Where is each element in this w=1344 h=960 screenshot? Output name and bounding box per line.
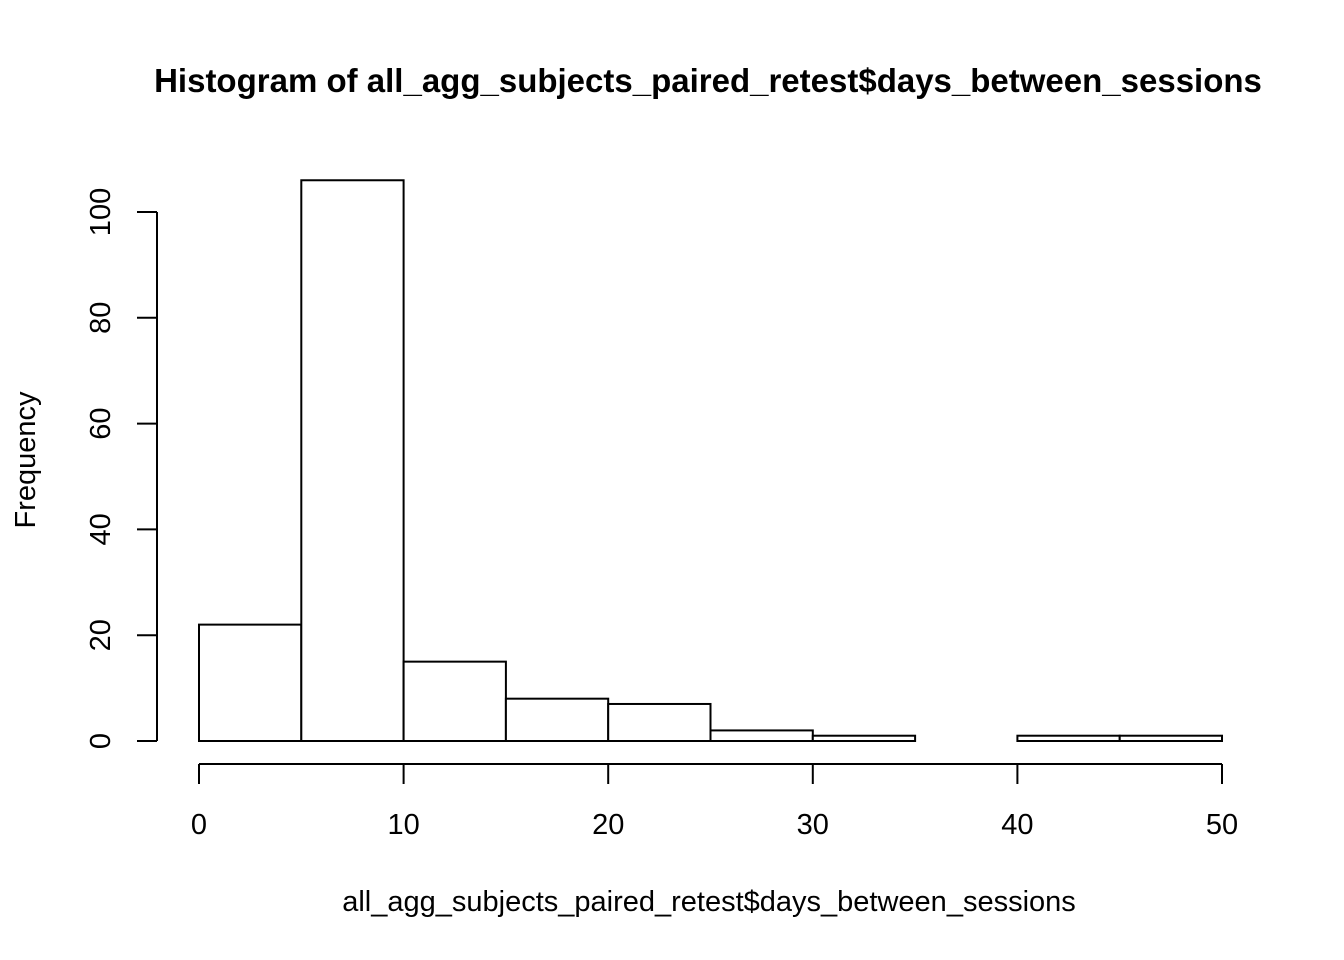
x-tick-label-20: 20	[592, 809, 624, 841]
x-tick-label-40: 40	[1001, 809, 1033, 841]
histogram-bar-4	[607, 702, 712, 742]
y-tick-label-0: 0	[85, 733, 117, 749]
y-tick-label-100: 100	[85, 188, 117, 236]
histogram-bar-2	[402, 660, 507, 743]
x-tick-label-10: 10	[387, 809, 419, 841]
histogram-bar-3	[504, 697, 610, 742]
histogram-bar-8	[1016, 734, 1121, 743]
histogram-bar-6	[811, 734, 917, 743]
x-tick-label-50: 50	[1206, 809, 1238, 841]
x-tick-label-30: 30	[797, 809, 829, 841]
y-axis-label: Frequency	[10, 391, 42, 529]
histogram-bar-1	[300, 179, 405, 742]
y-axis: 0 20 40 60 80 100	[85, 188, 158, 749]
y-tick-label-60: 60	[85, 407, 117, 439]
x-axis-label: all_agg_subjects_paired_retest$days_betw…	[342, 886, 1076, 918]
chart-title: Histogram of all_agg_subjects_paired_ret…	[154, 62, 1262, 99]
y-tick-label-40: 40	[85, 513, 117, 545]
y-tick-label-20: 20	[85, 619, 117, 651]
x-axis: 0 10 20 30 40 50	[191, 763, 1238, 841]
bars-layer	[198, 179, 1223, 743]
histogram-bar-0	[198, 623, 303, 742]
y-tick-label-80: 80	[85, 302, 117, 334]
histogram-bar-5	[709, 729, 814, 742]
histogram-bar-9	[1118, 734, 1223, 743]
x-tick-label-0: 0	[191, 809, 207, 841]
